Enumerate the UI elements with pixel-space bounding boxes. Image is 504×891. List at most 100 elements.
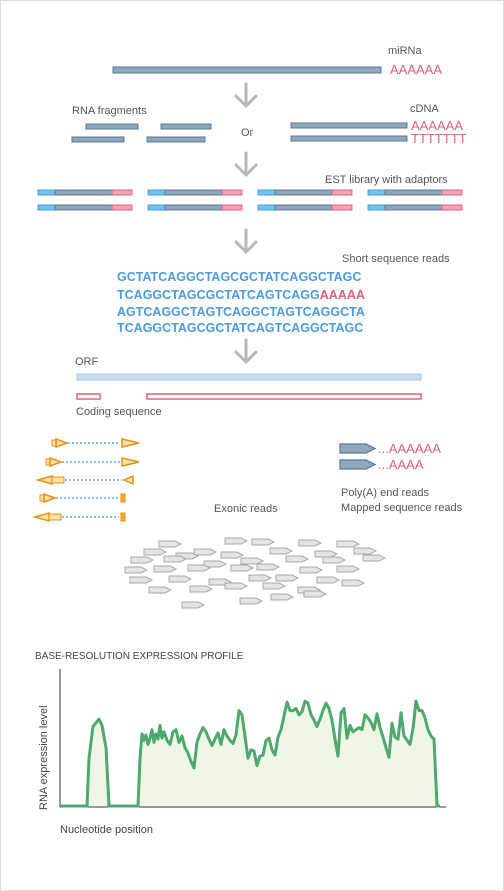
read-tail bbox=[48, 513, 62, 521]
expression-line bbox=[61, 699, 440, 808]
polya-end-read-1 bbox=[339, 443, 377, 454]
exonic-read-icon bbox=[336, 565, 361, 573]
exonic-reads-label: Exonic reads bbox=[214, 503, 278, 515]
exonic-read-icon bbox=[239, 597, 264, 605]
short-reads-label: Short sequence reads bbox=[342, 253, 450, 265]
exonic-read-icon bbox=[275, 574, 300, 582]
read-arrow-left bbox=[122, 474, 134, 486]
adaptor-left bbox=[367, 204, 386, 211]
exonic-read-icon bbox=[316, 576, 341, 584]
read-arrow-right bbox=[43, 492, 58, 504]
down-arrow-icon bbox=[234, 82, 258, 108]
adaptor-right bbox=[331, 204, 353, 211]
adaptor-right bbox=[441, 189, 463, 196]
paired-end-reads bbox=[32, 437, 140, 522]
coding-segment-long bbox=[146, 393, 422, 400]
cdna-insert bbox=[384, 189, 443, 196]
polya-end-read-2 bbox=[339, 459, 377, 470]
orf-bar bbox=[76, 373, 422, 381]
exonic-read-icon bbox=[353, 547, 378, 555]
exonic-read-icon bbox=[189, 585, 214, 593]
est-construct bbox=[37, 189, 133, 196]
coding-segment-short bbox=[76, 393, 101, 400]
mirna-label: miRNa bbox=[388, 45, 422, 57]
exonic-read-icon bbox=[262, 582, 287, 590]
exonic-read-icon bbox=[129, 576, 154, 584]
exonic-read-icon bbox=[303, 590, 328, 598]
rna-fragment-strands bbox=[71, 123, 212, 143]
est-construct bbox=[147, 189, 243, 196]
read-arrow-right bbox=[55, 437, 70, 449]
adaptor-right bbox=[221, 189, 243, 196]
x-axis-label: Nucleotide position bbox=[60, 824, 153, 836]
adaptor-right bbox=[111, 204, 133, 211]
polya-tail-long: ...AAAAAA bbox=[378, 441, 441, 456]
exonic-read-icon bbox=[158, 540, 183, 548]
exonic-read-icon bbox=[248, 574, 273, 582]
exonic-read-icon bbox=[224, 582, 249, 590]
read-stub bbox=[120, 512, 126, 522]
paired-read bbox=[45, 456, 140, 468]
cdna-label: cDNA bbox=[410, 103, 439, 115]
est-library-constructs bbox=[37, 189, 463, 211]
exonic-read-icon bbox=[269, 547, 294, 555]
est-construct bbox=[147, 204, 243, 211]
adaptor-right bbox=[331, 189, 353, 196]
rna-fragments-label: RNA fragments bbox=[72, 105, 147, 117]
cdna-polya-tail: AAAAAA bbox=[411, 118, 463, 133]
sequence-line-3: AGTCAGGCTAGTCAGGCTAGTCAGGCTA bbox=[117, 305, 365, 319]
adaptor-right bbox=[441, 204, 463, 211]
exonic-read-icon bbox=[193, 548, 218, 556]
exonic-read-icon bbox=[224, 537, 249, 545]
exonic-read-icon bbox=[230, 564, 255, 572]
profile-title: BASE-RESOLUTION EXPRESSION PROFILE bbox=[35, 651, 244, 662]
exonic-read-icon bbox=[270, 593, 295, 601]
orf-label: ORF bbox=[75, 356, 99, 368]
paired-read bbox=[39, 492, 126, 504]
exonic-read-icon bbox=[153, 565, 178, 573]
exonic-read-icon bbox=[362, 554, 387, 562]
read-stub bbox=[120, 493, 126, 503]
exonic-read-icon bbox=[181, 601, 206, 609]
cdna-insert bbox=[274, 204, 333, 211]
exonic-read-icon bbox=[143, 548, 168, 556]
down-arrow-icon bbox=[234, 151, 258, 177]
cdna-insert bbox=[164, 189, 223, 196]
exonic-read-icon bbox=[240, 557, 265, 565]
exonic-read-icon bbox=[298, 539, 323, 547]
down-arrow-icon bbox=[234, 228, 258, 254]
exonic-read-icon bbox=[220, 551, 245, 559]
exonic-read-icon bbox=[148, 586, 173, 594]
cdna-insert bbox=[274, 189, 333, 196]
exonic-read-icon bbox=[256, 563, 281, 571]
adaptor-left bbox=[147, 204, 166, 211]
sequence-block: GCTATCAGGCTAGCGCTATCAGGCTAGC TCAGGCTAGCG… bbox=[117, 270, 365, 335]
read-arrow-right bbox=[49, 456, 64, 468]
exonic-read-icon bbox=[130, 556, 155, 564]
est-construct bbox=[257, 204, 353, 211]
cdna-strands bbox=[290, 122, 408, 142]
exonic-read-icon bbox=[285, 555, 310, 563]
cdna-polyt-tail: TTTTTTT bbox=[411, 131, 467, 146]
or-label: Or bbox=[241, 127, 254, 139]
exonic-read-icon bbox=[322, 556, 347, 564]
adaptor-left bbox=[257, 204, 276, 211]
adaptor-left bbox=[367, 189, 386, 196]
exonic-read-icon bbox=[168, 575, 193, 583]
adaptor-left bbox=[37, 204, 56, 211]
down-arrow-icon bbox=[234, 338, 258, 364]
sequence-line-1: GCTATCAGGCTAGCGCTATCAGGCTAGC bbox=[117, 270, 361, 284]
mirna-strand bbox=[112, 66, 382, 74]
est-construct bbox=[367, 204, 463, 211]
est-construct bbox=[37, 204, 133, 211]
sequence-line-4: TCAGGCTAGCGCTATCAGTCAGGCTAGC bbox=[117, 321, 363, 335]
read-arrow-right bbox=[121, 438, 140, 448]
read-arrow-right bbox=[121, 457, 140, 467]
polya-reads-label: Poly(A) end reads bbox=[341, 487, 430, 499]
cdna-insert bbox=[164, 204, 223, 211]
exonic-read-icon bbox=[163, 555, 188, 563]
adaptor-left bbox=[37, 189, 56, 196]
exonic-read-icon bbox=[299, 566, 324, 574]
cdna-insert bbox=[54, 189, 113, 196]
